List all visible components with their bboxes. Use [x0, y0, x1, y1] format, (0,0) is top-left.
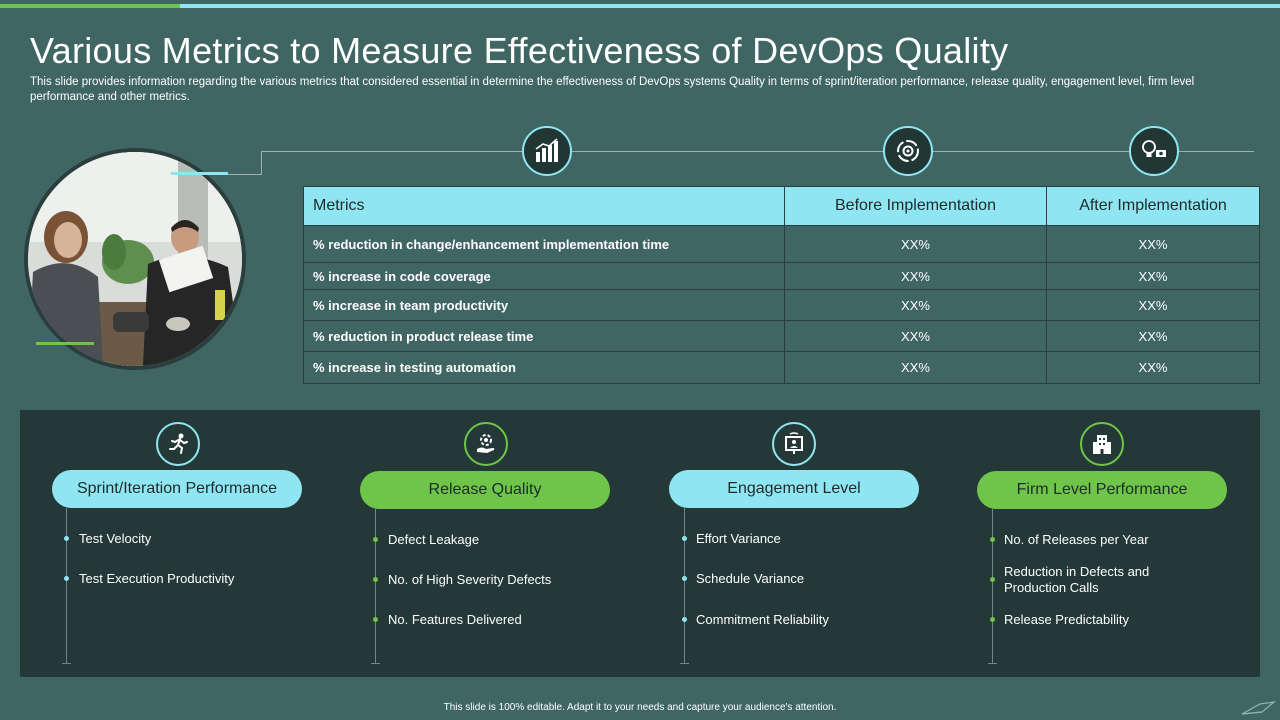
category-timeline-line: [375, 509, 376, 663]
bullet-dot: [990, 577, 995, 582]
lightbulb-money-icon: [1129, 126, 1179, 176]
connector-line: [228, 174, 261, 175]
metrics-table: Metrics Before Implementation After Impl…: [303, 186, 1260, 384]
connector-line: [261, 151, 1254, 152]
table-row: % increase in team productivity XX% XX%: [303, 289, 1260, 321]
category-item: No. of Releases per Year: [1004, 532, 1149, 547]
top-accent-bar-green: [0, 4, 180, 8]
bullet-dot: [682, 617, 687, 622]
category-item: No. Features Delivered: [388, 612, 522, 627]
category-pill-release-quality: Release Quality: [360, 471, 610, 509]
before-value: XX%: [784, 320, 1047, 352]
bullet-dot: [64, 536, 69, 541]
running-person-icon: [156, 422, 200, 466]
header-after-implementation: After Implementation: [1046, 186, 1260, 226]
metric-name: % increase in testing automation: [303, 351, 785, 384]
after-value: XX%: [1046, 289, 1260, 321]
photo-accent-line-cyan: [171, 172, 228, 175]
category-item: Test Velocity: [79, 531, 152, 546]
header-metrics: Metrics: [303, 186, 785, 226]
category-timeline-line: [66, 508, 67, 663]
slide-subtitle: This slide provides information regardin…: [30, 76, 1195, 103]
before-value: XX%: [784, 225, 1047, 263]
gear-cycle-icon: [883, 126, 933, 176]
office-building-icon: [1080, 422, 1124, 466]
category-timeline-end: [62, 663, 71, 664]
categories-panel: [20, 410, 1260, 677]
before-value: XX%: [784, 289, 1047, 321]
metric-name: % reduction in change/enhancement implem…: [303, 225, 785, 263]
slide-footer: This slide is 100% editable. Adapt it to…: [443, 702, 837, 713]
after-value: XX%: [1046, 225, 1260, 263]
table-row: % increase in testing automation XX% XX%: [303, 351, 1260, 384]
bullet-dot: [990, 617, 995, 622]
header-before-implementation: Before Implementation: [784, 186, 1047, 226]
bullet-dot: [682, 576, 687, 581]
before-value: XX%: [784, 262, 1047, 290]
team-meeting-photo: [24, 148, 246, 370]
metric-name: % increase in team productivity: [303, 289, 785, 321]
category-timeline-line: [684, 508, 685, 663]
table-row: % increase in code coverage XX% XX%: [303, 262, 1260, 290]
corner-logo-icon: [1240, 700, 1277, 720]
hand-gear-icon: [464, 422, 508, 466]
bullet-dot: [682, 536, 687, 541]
after-value: XX%: [1046, 262, 1260, 290]
table-row: % reduction in product release time XX% …: [303, 320, 1260, 352]
after-value: XX%: [1046, 320, 1260, 352]
category-pill-firm-level-performance: Firm Level Performance: [977, 471, 1227, 509]
photo-illustration: [28, 152, 242, 366]
category-item: Effort Variance: [696, 531, 781, 546]
photo-accent-line-green: [36, 342, 94, 345]
category-timeline-line: [992, 509, 993, 663]
before-value: XX%: [784, 351, 1047, 384]
bullet-dot: [64, 576, 69, 581]
top-accent-bar-cyan: [180, 4, 1280, 8]
category-timeline-end: [988, 663, 997, 664]
meeting-board-icon: [772, 422, 816, 466]
category-timeline-end: [371, 663, 380, 664]
metric-name: % reduction in product release time: [303, 320, 785, 352]
bullet-dot: [373, 617, 378, 622]
connector-line: [261, 151, 262, 175]
bullet-dot: [373, 537, 378, 542]
category-item: Commitment Reliability: [696, 612, 829, 627]
after-value: XX%: [1046, 351, 1260, 384]
metric-name: % increase in code coverage: [303, 262, 785, 290]
category-item: No. of High Severity Defects: [388, 572, 552, 587]
category-timeline-end: [680, 663, 689, 664]
category-pill-engagement-level: Engagement Level: [669, 470, 919, 508]
category-item: Release Predictability: [1004, 612, 1130, 627]
category-pill-sprint-iteration-performance: Sprint/Iteration Performance: [52, 470, 302, 508]
chart-bars-icon: [522, 126, 572, 176]
category-item: Reduction in Defects and Production Call…: [1004, 564, 1150, 595]
category-item: Defect Leakage: [388, 532, 480, 547]
bullet-dot: [990, 537, 995, 542]
category-item: Schedule Variance: [696, 571, 805, 586]
category-item: Test Execution Productivity: [79, 571, 235, 586]
table-header-row: Metrics Before Implementation After Impl…: [303, 186, 1260, 226]
bullet-dot: [373, 577, 378, 582]
slide-title: Various Metrics to Measure Effectiveness…: [30, 30, 1009, 71]
table-row: % reduction in change/enhancement implem…: [303, 225, 1260, 263]
